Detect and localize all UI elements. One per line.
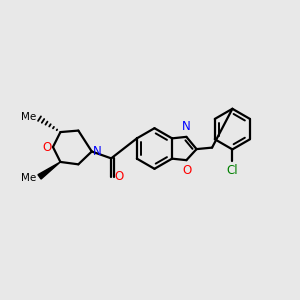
Text: N: N <box>182 120 191 133</box>
Polygon shape <box>38 162 60 179</box>
Text: N: N <box>93 145 102 158</box>
Text: O: O <box>115 170 124 183</box>
Text: O: O <box>42 140 52 154</box>
Text: Me: Me <box>21 112 36 122</box>
Text: Me: Me <box>21 173 36 183</box>
Text: Cl: Cl <box>226 164 238 177</box>
Text: O: O <box>182 164 191 177</box>
